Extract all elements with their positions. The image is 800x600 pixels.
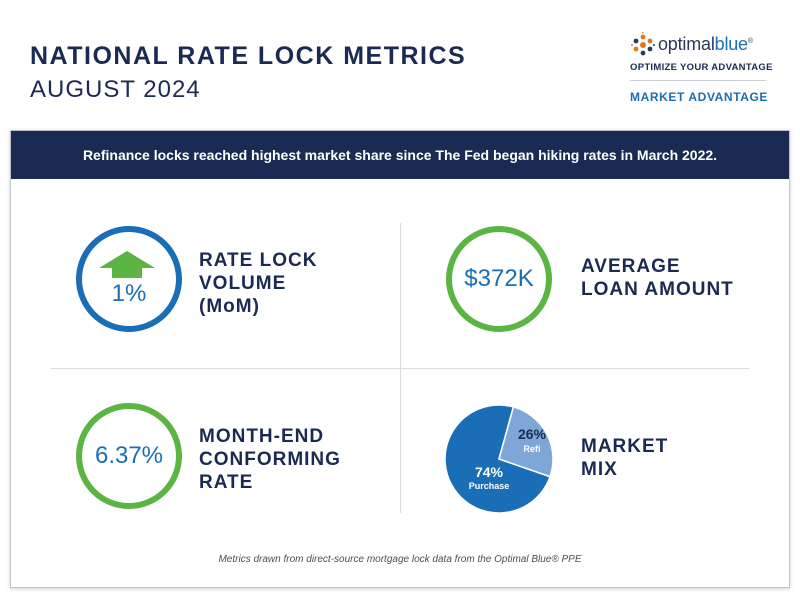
section-name: MARKET ADVANTAGE <box>630 90 769 104</box>
logo-divider <box>630 80 766 81</box>
optimal-blue-logo: optimalblue® OPTIMIZE YOUR ADVANTAGE MAR… <box>630 30 773 110</box>
purchase-percent-label: 74% <box>475 464 504 480</box>
market-mix-pie: 26% Refi 74% Purchase <box>444 404 554 514</box>
metrics-card: Refinance locks reached highest market s… <box>10 130 790 588</box>
up-arrow-icon <box>99 251 155 278</box>
loan-label: AVERAGE LOAN AMOUNT <box>581 256 734 300</box>
horizontal-divider <box>51 368 749 369</box>
rate-label: MONTH-END CONFORMING RATE <box>199 426 341 493</box>
pie-slice-purchase <box>444 404 551 514</box>
volume-label: RATE LOCK VOLUME (MoM) <box>199 250 318 317</box>
loan-value: $372K <box>464 265 534 292</box>
volume-circle: 1% <box>76 226 182 332</box>
mix-label: MARKET MIX <box>581 436 669 480</box>
refi-category-label: Refi <box>523 444 540 454</box>
purchase-category-label: Purchase <box>469 481 510 491</box>
pie-slice-refi <box>498 406 554 478</box>
loan-circle: $372K <box>446 226 552 332</box>
rate-circle: 6.37% <box>76 403 182 509</box>
optimal-blue-logo-icon <box>631 32 655 56</box>
page-title: NATIONAL RATE LOCK METRICS <box>30 42 467 70</box>
logo-tagline: OPTIMIZE YOUR ADVANTAGE <box>630 62 773 73</box>
logo-wordmark: optimalblue® <box>658 34 753 54</box>
rate-value: 6.37% <box>94 442 164 469</box>
headline-banner: Refinance locks reached highest market s… <box>11 131 789 179</box>
refi-percent-label: 26% <box>518 426 547 442</box>
page-subtitle: AUGUST 2024 <box>30 76 201 103</box>
volume-value: 1% <box>111 280 147 307</box>
footnote: Metrics drawn from direct-source mortgag… <box>218 554 582 565</box>
